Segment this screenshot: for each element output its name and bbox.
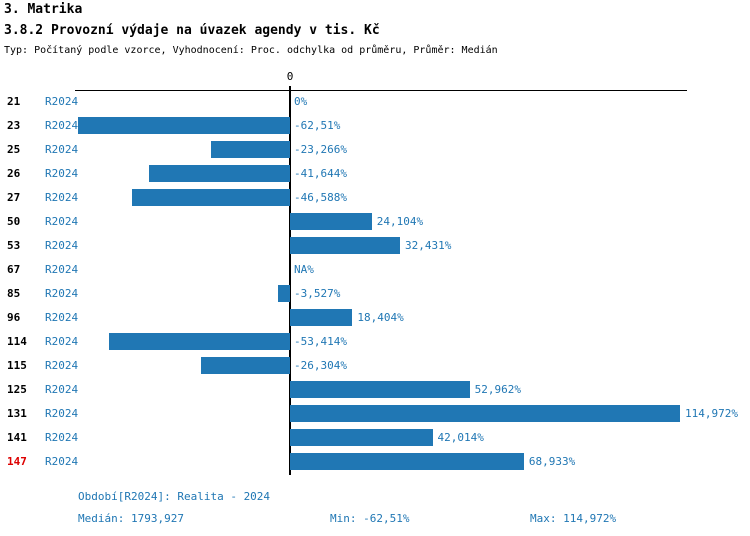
- row-id: 147: [7, 455, 27, 468]
- row-period: R2024: [45, 215, 79, 228]
- row-id: 67: [7, 263, 21, 276]
- chart-row: 53 R2024 32,431%: [0, 234, 750, 258]
- chart-row: 131 R2024 114,972%: [0, 402, 750, 426]
- bar: [290, 405, 680, 422]
- chart-row: 85 R2024 -3,527%: [0, 282, 750, 306]
- bar: [278, 285, 290, 302]
- chart-row: 141 R2024 42,014%: [0, 426, 750, 450]
- bar-value-label: 18,404%: [357, 311, 404, 324]
- row-period: R2024: [45, 383, 79, 396]
- row-id: 115: [7, 359, 27, 372]
- bar-value-label: -41,644%: [294, 167, 347, 180]
- bar-value-label: -53,414%: [294, 335, 347, 348]
- row-id: 21: [7, 95, 21, 108]
- chart-row: 67 R2024 NA%: [0, 258, 750, 282]
- axis-zero-line: [289, 86, 291, 475]
- period-note: Období[R2024]: Realita - 2024: [78, 490, 271, 503]
- row-period: R2024: [45, 287, 79, 300]
- row-id: 25: [7, 143, 21, 156]
- chart-row: 115 R2024 -26,304%: [0, 354, 750, 378]
- bar-value-label: 114,972%: [685, 407, 738, 420]
- bar: [290, 213, 372, 230]
- row-id: 114: [7, 335, 27, 348]
- bar-value-label: 52,962%: [474, 383, 522, 396]
- bar: [200, 357, 290, 374]
- axis-top-line: [75, 90, 687, 91]
- row-id: 125: [7, 383, 27, 396]
- page-title: 3.8.2 Provozní výdaje na úvazek agendy v…: [4, 23, 380, 38]
- bar: [131, 189, 290, 206]
- chart-row: 27 R2024 -46,588%: [0, 186, 750, 210]
- chart-row: 125 R2024 52,962%: [0, 378, 750, 402]
- bar-value-label: -62,51%: [294, 119, 341, 132]
- bar-value-label: NA%: [294, 263, 314, 276]
- row-period: R2024: [45, 335, 79, 348]
- axis-zero-label: 0: [286, 70, 294, 83]
- bar-value-label: 0%: [294, 95, 308, 108]
- row-period: R2024: [45, 431, 79, 444]
- chart-subtitle: Typ: Počítaný podle vzorce, Vyhodnocení:…: [4, 45, 498, 56]
- chart-row: 114 R2024 -53,414%: [0, 330, 750, 354]
- median-stat: Medián: 1793,927: [78, 512, 184, 525]
- row-period: R2024: [45, 359, 79, 372]
- bar: [290, 381, 470, 398]
- chart-row: 26 R2024 -41,644%: [0, 162, 750, 186]
- row-period: R2024: [45, 191, 79, 204]
- row-id: 96: [7, 311, 21, 324]
- bar-value-label: 42,014%: [437, 431, 484, 444]
- row-period: R2024: [45, 311, 79, 324]
- bar-value-label: -23,266%: [294, 143, 347, 156]
- min-stat: Min: -62,51%: [330, 512, 410, 525]
- max-stat: Max: 114,972%: [530, 512, 617, 525]
- section-title: 3. Matrika: [4, 2, 83, 17]
- row-id: 27: [7, 191, 21, 204]
- row-id: 85: [7, 287, 21, 300]
- chart-row: 21 R2024 0%: [0, 90, 750, 114]
- chart-row: 25 R2024 -23,266%: [0, 138, 750, 162]
- bar-value-label: -26,304%: [294, 359, 347, 372]
- chart-row: 96 R2024 18,404%: [0, 306, 750, 330]
- bar-value-label: -46,588%: [294, 191, 347, 204]
- row-period: R2024: [45, 239, 79, 252]
- bar: [211, 141, 290, 158]
- bar: [290, 309, 353, 326]
- row-period: R2024: [45, 143, 79, 156]
- row-id: 50: [7, 215, 21, 228]
- row-period: R2024: [45, 263, 79, 276]
- bar-value-label: 24,104%: [376, 215, 424, 228]
- bar: [290, 429, 433, 446]
- bar: [290, 237, 400, 254]
- row-id: 26: [7, 167, 21, 180]
- chart-row: 147 R2024 68,933%: [0, 450, 750, 474]
- row-id: 53: [7, 239, 21, 252]
- row-period: R2024: [45, 119, 79, 132]
- row-id: 141: [7, 431, 27, 444]
- row-id: 23: [7, 119, 21, 132]
- row-period: R2024: [45, 407, 79, 420]
- bar-chart: 0 21 R2024 0% 23 R2024 -62,51% 25 R2024 -23,266%…: [0, 70, 750, 475]
- bar: [77, 117, 290, 134]
- bar: [108, 333, 290, 350]
- row-period: R2024: [45, 167, 79, 180]
- bar-value-label: -3,527%: [294, 287, 341, 300]
- chart-row: 23 R2024 -62,51%: [0, 114, 750, 138]
- row-period: R2024: [45, 455, 79, 468]
- row-id: 131: [7, 407, 27, 420]
- bar-value-label: 32,431%: [405, 239, 452, 252]
- row-period: R2024: [45, 95, 79, 108]
- bar: [148, 165, 290, 182]
- chart-row: 50 R2024 24,104%: [0, 210, 750, 234]
- bar-value-label: 68,933%: [528, 455, 576, 468]
- bar: [290, 453, 524, 470]
